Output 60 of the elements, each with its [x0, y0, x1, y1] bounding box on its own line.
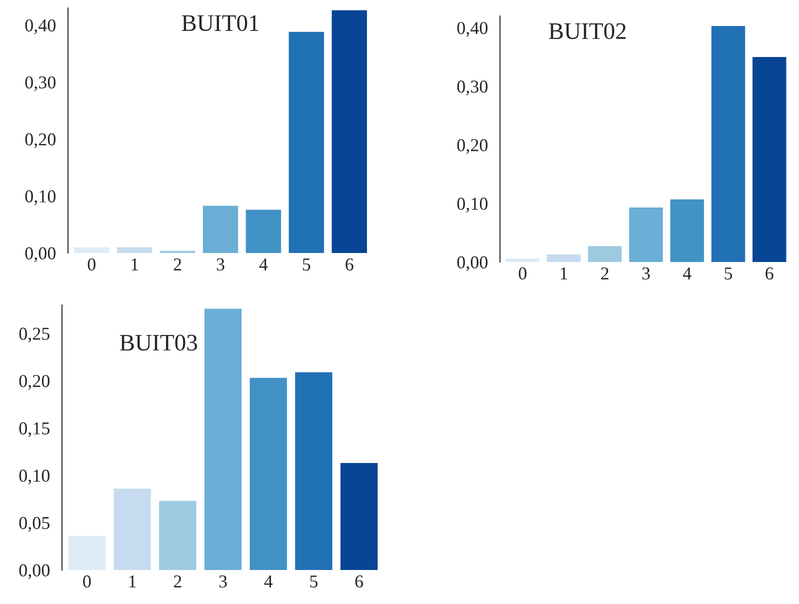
bar: [116, 247, 152, 253]
x-tick-label: 6: [766, 267, 774, 280]
x-tick-label: 4: [682, 268, 692, 280]
y-tick-label: 0,15: [19, 422, 50, 438]
bar: [340, 463, 378, 570]
x-tick-label: 2: [174, 575, 182, 588]
bar: [588, 246, 622, 262]
x-tick-label: 5: [310, 576, 318, 588]
x-tick-label: 4: [259, 258, 268, 270]
x-tick-label: 5: [724, 268, 732, 280]
y-tick-label: 0,00: [25, 247, 56, 262]
y-tick-label: 0,20: [457, 139, 488, 154]
x-tick-label: 1: [560, 267, 568, 280]
bar: [202, 206, 238, 253]
x-tick-label: 2: [174, 258, 182, 270]
chart-title: BUIT02: [548, 23, 626, 40]
x-tick-label: 6: [355, 575, 364, 588]
x-tick-label: 0: [83, 575, 91, 588]
bar: [629, 208, 663, 262]
bar: [670, 199, 704, 262]
y-tick-label: 0,20: [25, 133, 56, 148]
y-tick-label: 0,00: [19, 564, 50, 580]
y-tick-label: 0,20: [19, 374, 50, 390]
x-tick-label: 0: [518, 267, 526, 280]
text: BUIT03: [120, 334, 198, 351]
y-tick-label: 0,30: [25, 76, 56, 92]
x-tick-label: 5: [302, 258, 310, 271]
bar: [332, 10, 367, 253]
y-tick-label: 0,05: [19, 516, 50, 532]
y-tick-label: 0,10: [457, 198, 488, 212]
y-tick-label: 0,30: [457, 80, 488, 96]
bar: [114, 488, 151, 570]
y-tick-label: 0,25: [19, 328, 50, 342]
x-tick-label: 0: [88, 258, 96, 271]
y-tick-label: 0,10: [19, 470, 50, 484]
y-tick-label: 0,40: [457, 22, 488, 37]
x-tick-label: 3: [219, 575, 227, 588]
bar: [246, 210, 282, 253]
bar: [250, 378, 287, 570]
bar: [68, 536, 106, 570]
x-tick-label: 3: [216, 258, 224, 271]
x-tick-label: 2: [601, 267, 608, 280]
bar: [546, 254, 581, 262]
y-tick-label: 0,10: [25, 190, 56, 206]
y-tick-label: 0,40: [25, 19, 56, 34]
bar: [74, 247, 110, 253]
bar: [295, 372, 332, 570]
x-tick-label: 1: [129, 575, 136, 588]
bar: [506, 258, 540, 262]
bar: [711, 26, 746, 262]
x-tick-label: 4: [264, 576, 273, 588]
bar: [752, 57, 786, 262]
x-tick-label: 3: [642, 267, 650, 280]
chart-title: BUIT01: [182, 15, 258, 32]
y-tick-label: 0,00: [457, 256, 488, 272]
bar: [288, 32, 324, 253]
bar: [159, 500, 196, 570]
bar: [204, 308, 242, 570]
x-tick-label: 1: [132, 258, 138, 270]
x-tick-label: 6: [346, 258, 354, 271]
